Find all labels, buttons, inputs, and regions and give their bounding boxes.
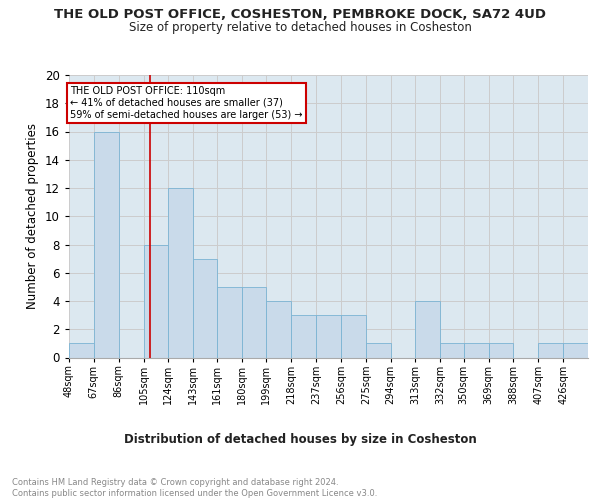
Bar: [415, 301, 440, 358]
Bar: [316, 315, 341, 358]
Bar: [341, 315, 366, 358]
Bar: [94, 132, 119, 358]
Bar: [242, 287, 266, 358]
Text: THE OLD POST OFFICE, COSHESTON, PEMBROKE DOCK, SA72 4UD: THE OLD POST OFFICE, COSHESTON, PEMBROKE…: [54, 8, 546, 20]
Bar: [143, 244, 169, 358]
Bar: [69, 344, 94, 357]
Bar: [193, 258, 217, 358]
Bar: [563, 344, 588, 357]
Bar: [538, 344, 563, 357]
Bar: [217, 287, 242, 358]
Bar: [169, 188, 193, 358]
Bar: [266, 301, 291, 358]
Bar: [464, 344, 488, 357]
Bar: [366, 344, 391, 357]
Bar: [440, 344, 464, 357]
Bar: [488, 344, 514, 357]
Bar: [291, 315, 316, 358]
Text: Contains HM Land Registry data © Crown copyright and database right 2024.
Contai: Contains HM Land Registry data © Crown c…: [12, 478, 377, 498]
Y-axis label: Number of detached properties: Number of detached properties: [26, 123, 40, 309]
Text: Distribution of detached houses by size in Cosheston: Distribution of detached houses by size …: [124, 432, 476, 446]
Text: Size of property relative to detached houses in Cosheston: Size of property relative to detached ho…: [128, 21, 472, 34]
Text: THE OLD POST OFFICE: 110sqm
← 41% of detached houses are smaller (37)
59% of sem: THE OLD POST OFFICE: 110sqm ← 41% of det…: [70, 86, 303, 120]
